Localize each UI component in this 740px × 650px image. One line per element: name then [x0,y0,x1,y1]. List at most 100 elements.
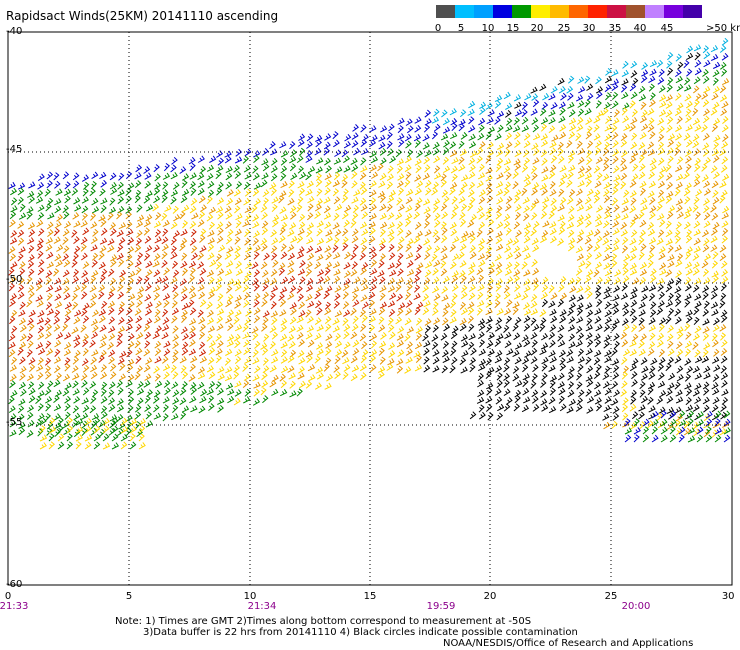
wind-barb [324,157,331,166]
wind-barb [326,373,334,382]
wind-barb [576,124,584,132]
wind-barb [505,203,512,212]
wind-barb [604,75,612,84]
wind-barb [477,172,486,180]
wind-barb [539,323,546,332]
wind-barb [567,389,575,398]
wind-barb [54,198,62,206]
wind-barb [143,227,150,236]
wind-barb [513,284,521,292]
wind-barb [702,332,710,341]
wind-barb [305,150,313,158]
wind-barb [287,334,295,342]
wind-barb [73,334,81,342]
wind-barb [667,292,674,302]
wind-barb [64,315,71,324]
wind-barb [262,357,269,366]
wind-barb [73,396,81,404]
wind-barb [396,365,404,374]
wind-barb [118,373,126,381]
wind-barb [576,188,583,196]
wind-barb [584,108,592,116]
wind-barb [513,221,521,230]
wind-barb [172,325,179,334]
wind-barb [324,221,332,229]
wind-barb [280,181,288,189]
wind-barb [234,340,241,349]
wind-barb [341,349,349,358]
wind-barb [487,366,495,374]
wind-barb [116,244,124,253]
wind-barb [242,275,250,284]
wind-barb [557,148,564,157]
wind-barb [170,252,178,260]
wind-barb [442,340,450,349]
wind-barb [108,389,115,398]
wind-barb [100,197,108,205]
wind-barb [109,363,117,372]
wind-barb [694,356,703,364]
wind-barb [557,340,566,348]
wind-barb [675,235,682,244]
wind-barb [487,109,495,117]
wind-barb [713,141,720,150]
wind-barb [712,155,720,163]
wind-barb [415,332,423,341]
wind-barb [656,396,664,405]
wind-barb [623,253,631,262]
wind-barb [308,374,316,382]
wind-barb [604,387,612,396]
wind-barb [397,326,405,334]
wind-barb [478,163,485,172]
wind-barb [182,173,190,181]
wind-barb [217,268,225,276]
wind-barb [388,308,396,317]
wind-barb [641,365,649,373]
wind-barb [109,182,117,190]
wind-barb [452,236,460,244]
wind-barb [505,238,514,246]
wind-barb [665,94,673,102]
wind-barb [548,396,556,405]
wind-barb [686,315,693,324]
wind-barb [297,196,304,205]
wind-barb [260,342,268,350]
wind-barb [325,347,332,356]
wind-barb [64,411,71,420]
wind-barb [352,315,359,324]
wind-barb [405,307,413,316]
wind-barb [659,219,666,228]
wind-barb [674,286,682,294]
wind-barb [72,419,79,428]
wind-barb [10,390,18,398]
wind-barb [593,133,601,141]
wind-barb [692,389,700,397]
wind-barb [127,293,136,301]
wind-barb [361,349,369,357]
wind-barb [189,205,197,214]
wind-barb [163,380,171,388]
wind-barb [487,261,496,269]
wind-barb [270,310,279,318]
wind-barb [467,341,475,350]
wind-barb [162,404,169,413]
wind-barb [613,389,621,397]
wind-barb [225,172,233,181]
wind-barb [675,298,682,307]
wind-barb [17,284,25,293]
wind-barb [469,196,476,205]
wind-barb [620,149,628,158]
wind-barb [425,261,433,269]
wind-barb [361,301,369,309]
wind-barb [576,204,585,212]
wind-barb [548,211,555,220]
wind-barb [353,276,361,284]
wind-barb [253,245,261,253]
wind-barb [659,268,667,276]
wind-barb [325,252,332,261]
wind-barb [280,172,287,182]
wind-barb [665,220,672,229]
wind-barb [53,413,61,421]
wind-barb [153,220,162,228]
